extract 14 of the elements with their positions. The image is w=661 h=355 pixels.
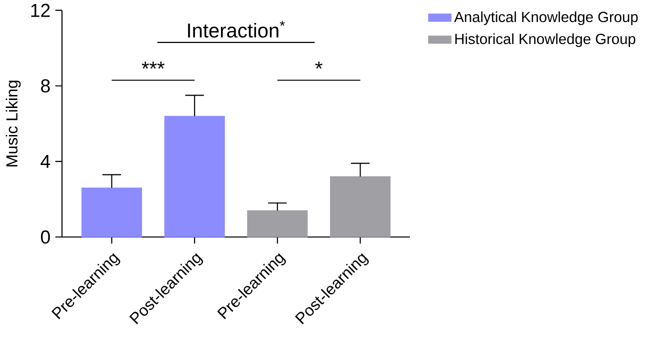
annotation: * (315, 62, 322, 69)
bar (164, 116, 225, 238)
legend-label: Analytical Knowledge Group (454, 11, 638, 26)
legend-label: Historical Knowledge Group (455, 33, 636, 48)
annotation: *** (142, 62, 164, 69)
bar (81, 188, 142, 238)
bar (330, 176, 391, 238)
bar (247, 210, 308, 238)
annotation: Interaction$^{*}$ (188, 20, 285, 38)
y-tick-label: 8 (41, 79, 50, 93)
y-tick-label: 4 (40, 155, 50, 168)
y-tick-label: 0 (40, 230, 50, 244)
y-axis-title: Music Liking (6, 80, 21, 166)
y-tick-label: 12 (31, 4, 50, 17)
